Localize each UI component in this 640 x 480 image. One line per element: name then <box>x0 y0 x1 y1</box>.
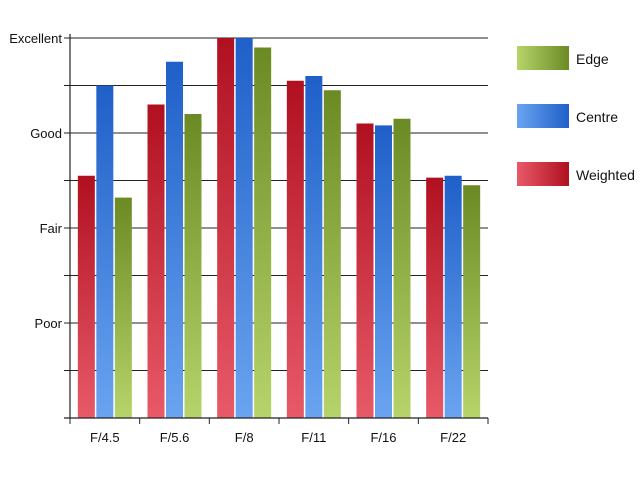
legend-swatch-centre <box>517 104 569 128</box>
y-tick-label: Fair <box>40 221 63 236</box>
bar-edge-f45 <box>114 197 132 418</box>
bar-weighted-f11 <box>286 80 304 418</box>
x-tick-label: F/5.6 <box>160 430 190 445</box>
y-tick-labels: Poor Fair Good Excellent <box>9 31 62 331</box>
bar-edge-f8 <box>254 47 272 418</box>
legend-label-centre: Centre <box>576 109 618 125</box>
bar-centre-f45 <box>96 85 114 418</box>
bar-edge-f11 <box>323 90 341 418</box>
y-tick-label: Poor <box>35 316 63 331</box>
legend-label-edge: Edge <box>576 51 609 67</box>
bar-centre-f16 <box>375 125 392 419</box>
bar-edge-f56 <box>184 114 202 418</box>
bar-weighted-f22 <box>426 177 444 418</box>
legend-swatch-edge <box>517 46 569 70</box>
y-tick-label: Excellent <box>9 31 62 46</box>
legend-swatch-weighted <box>517 162 569 186</box>
bar-centre-f11 <box>305 76 323 418</box>
bar-weighted-f16 <box>356 123 374 418</box>
bar-centre-f8 <box>235 38 253 418</box>
bar-edge-f16 <box>393 118 411 418</box>
x-tick-label: F/8 <box>235 430 254 445</box>
x-tick-label: F/4.5 <box>90 430 120 445</box>
x-tick-label: F/16 <box>370 430 396 445</box>
grid-lines <box>64 37 488 371</box>
x-tick-label: F/22 <box>440 430 466 445</box>
x-tick-labels: F/4.5 F/5.6 F/8 F/11 F/16 F/22 <box>90 430 466 445</box>
legend: Edge Centre Weighted <box>517 46 635 186</box>
bar-centre-f56 <box>166 61 183 418</box>
legend-label-weighted: Weighted <box>576 167 635 183</box>
bar-weighted-f8 <box>217 38 235 418</box>
axes <box>64 34 489 424</box>
x-tick-label: F/11 <box>301 430 326 445</box>
bars <box>77 38 481 419</box>
bar-centre-f22 <box>444 175 462 418</box>
bar-weighted-f45 <box>77 175 95 418</box>
bar-edge-f22 <box>463 185 481 418</box>
bar-weighted-f56 <box>147 104 165 418</box>
y-tick-label: Good <box>30 126 62 141</box>
